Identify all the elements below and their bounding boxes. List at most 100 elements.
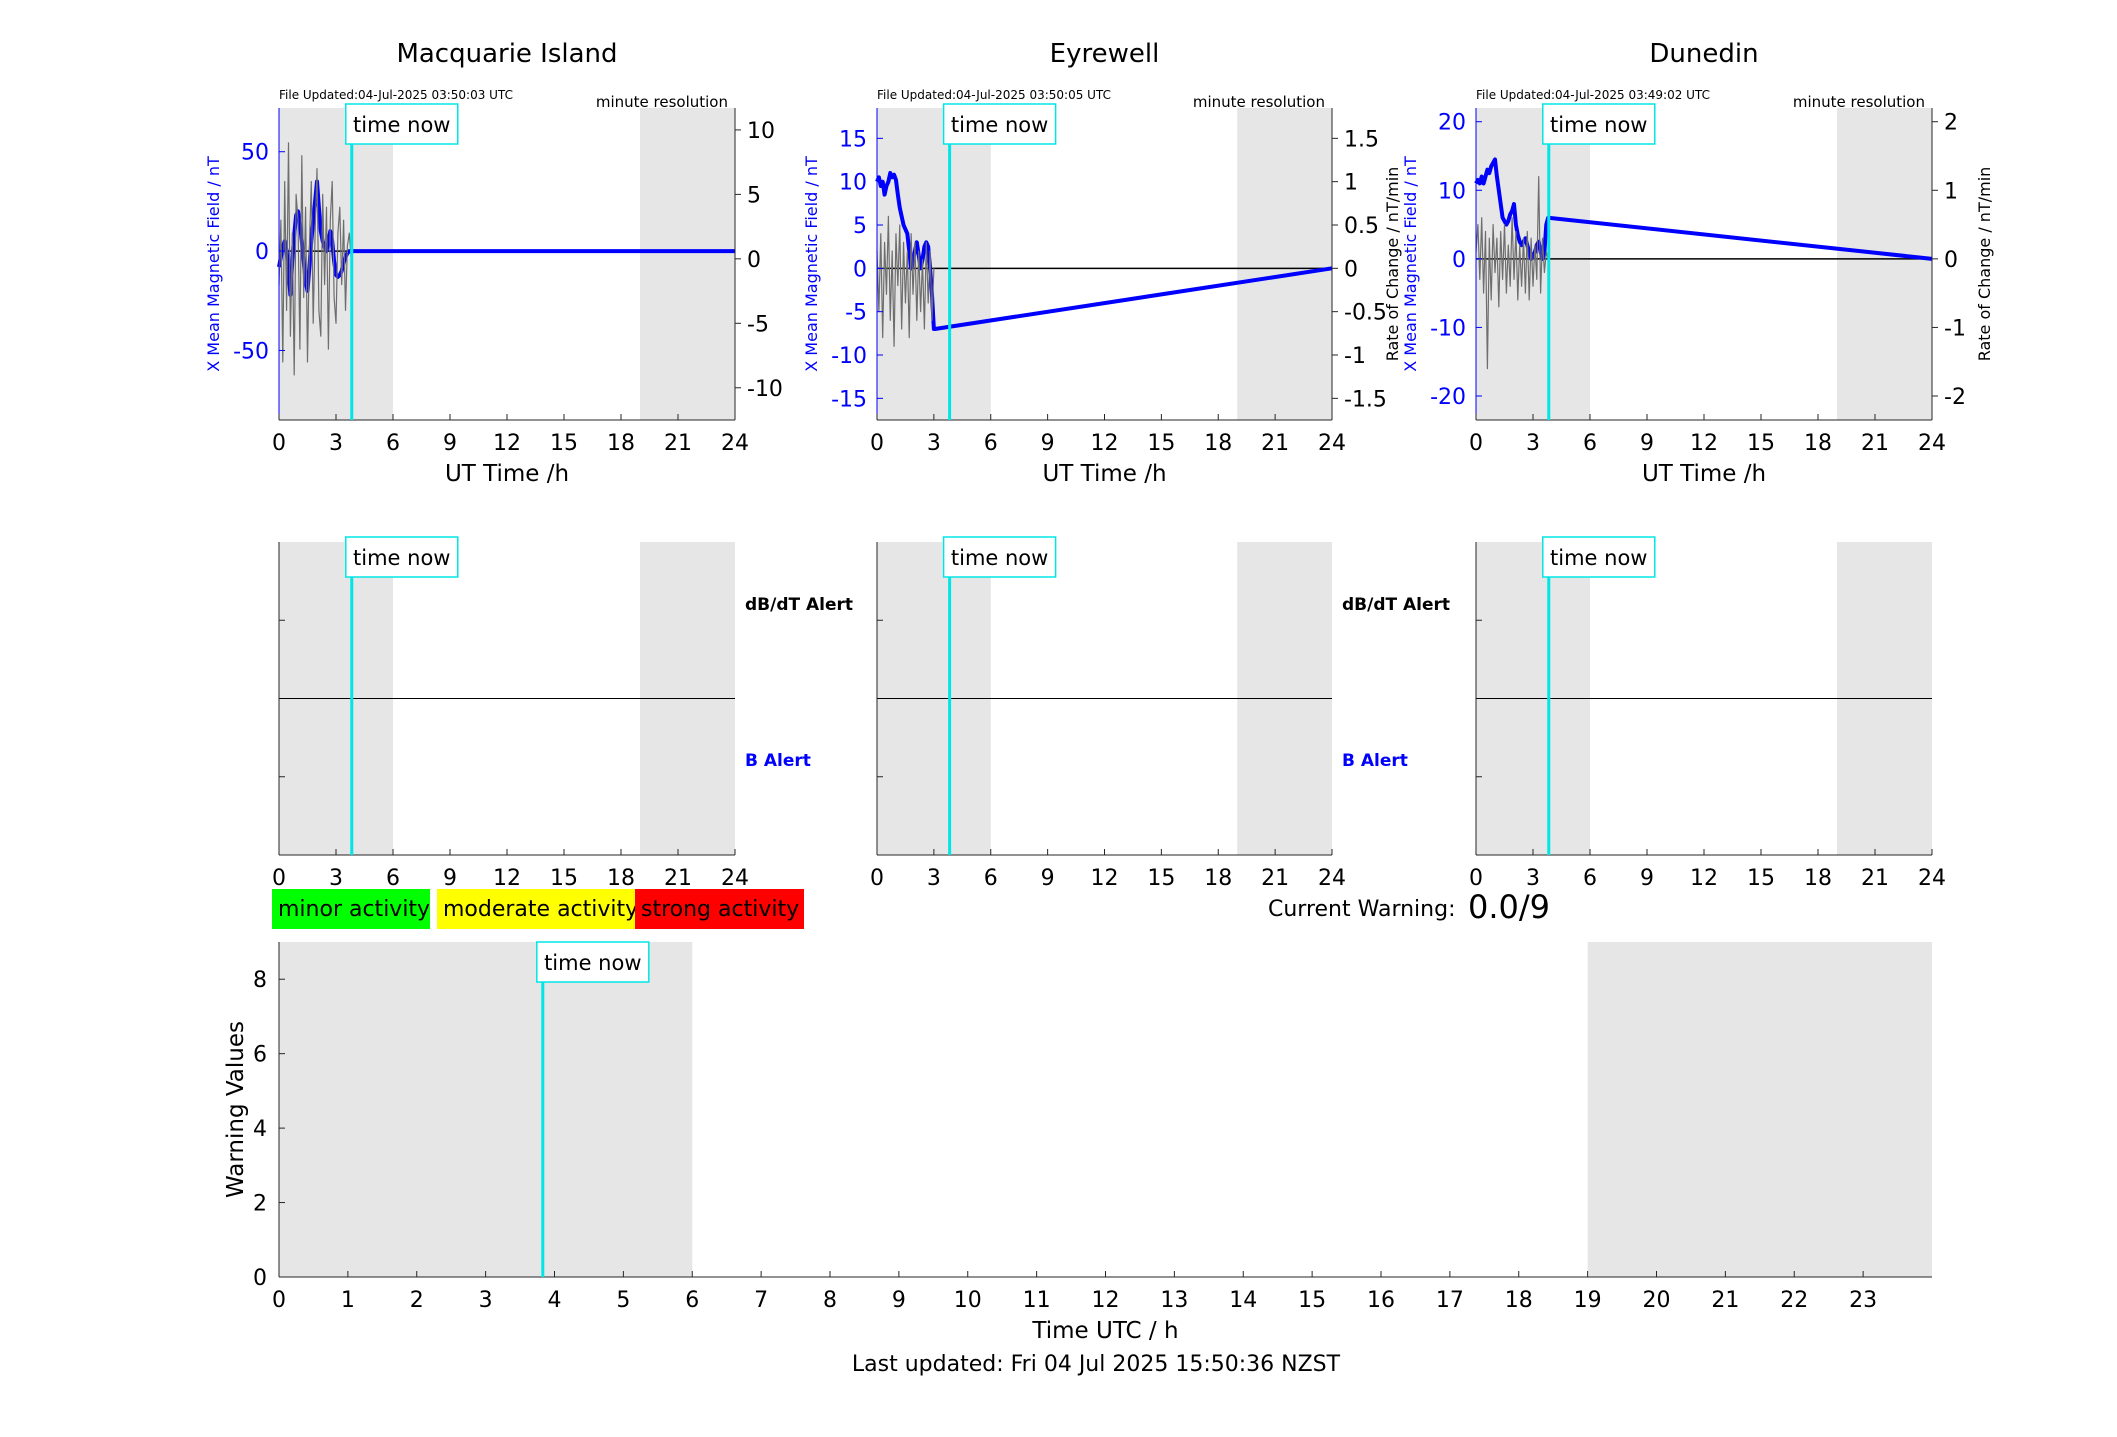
- x-tick-label: 1: [341, 1288, 355, 1313]
- x-tick-label: 2: [410, 1288, 424, 1313]
- x-tick-label: 23: [1849, 1288, 1877, 1313]
- x-tick-label: 9: [1640, 866, 1654, 891]
- legend-swatch-minor: [272, 889, 430, 929]
- station-title: Eyrewell: [1050, 39, 1160, 69]
- resolution-text: minute resolution: [1793, 93, 1925, 111]
- time-now-label: time now: [1550, 113, 1647, 137]
- x-tick-label: 3: [479, 1288, 493, 1313]
- x-tick-label: 6: [1583, 431, 1597, 456]
- y-tick-label-left: -50: [233, 339, 269, 364]
- y-tick-label: 8: [253, 968, 267, 993]
- x-tick-label: 0: [1469, 431, 1483, 456]
- x-tick-label: 6: [984, 866, 998, 891]
- y-tick-label: 2: [253, 1192, 267, 1217]
- x-tick-label: 0: [272, 431, 286, 456]
- night-band-1: [1837, 108, 1932, 420]
- x-tick-label: 6: [386, 431, 400, 456]
- y-tick-label-left: 15: [839, 127, 867, 152]
- x-tick-label: 15: [1747, 431, 1775, 456]
- x-tick-label: 18: [1204, 431, 1232, 456]
- rate-of-change-line: [876, 215, 935, 347]
- file-updated-text: File Updated:04-Jul-2025 03:50:05 UTC: [877, 88, 1111, 102]
- time-now-label: time now: [951, 546, 1048, 570]
- y-axis-label-left: X Mean Magnetic Field / nT: [204, 156, 223, 372]
- y-axis-label-right: Rate of Change / nT/min: [1975, 167, 1994, 362]
- x-tick-label: 4: [548, 1288, 562, 1313]
- x-tick-label: 11: [1023, 1288, 1051, 1313]
- y-tick-label-right: 0: [1944, 248, 1958, 273]
- y-tick-label-right: -0.5: [1344, 301, 1387, 326]
- time-now-label: time now: [544, 951, 641, 975]
- x-tick-label: 16: [1367, 1288, 1395, 1313]
- x-tick-label: 7: [754, 1288, 768, 1313]
- magnetic-field-line: [875, 171, 1333, 331]
- y-tick-label-right: -5: [747, 312, 769, 337]
- time-now-label: time now: [1550, 546, 1647, 570]
- y-tick-label: 4: [253, 1117, 267, 1142]
- x-axis-label: UT Time /h: [1642, 461, 1766, 487]
- x-tick-label: 8: [823, 1288, 837, 1313]
- x-tick-label: 21: [1861, 431, 1889, 456]
- x-axis-label: UT Time /h: [445, 461, 569, 487]
- x-tick-label: 21: [1861, 866, 1889, 891]
- x-tick-label: 15: [550, 866, 578, 891]
- x-tick-label: 18: [1204, 866, 1232, 891]
- y-tick-label-left: -20: [1430, 385, 1466, 410]
- x-tick-label: 5: [616, 1288, 630, 1313]
- station-title: Dunedin: [1649, 39, 1758, 69]
- x-tick-label: 12: [1690, 866, 1718, 891]
- station-chart-2: -15 -10 -5 0 5 10 15 -1.5 -1 -0.5 0 0.5 1 1.5 0 3 6 9 12 15…: [802, 39, 1402, 487]
- x-tick-label: 18: [607, 431, 635, 456]
- x-tick-label: 12: [1690, 431, 1718, 456]
- y-tick-label-right: 1.5: [1344, 127, 1379, 152]
- x-tick-label: 9: [443, 866, 457, 891]
- night-band-0: [1476, 108, 1590, 420]
- x-tick-label: 13: [1160, 1288, 1188, 1313]
- file-updated-text: File Updated:04-Jul-2025 03:50:03 UTC: [279, 88, 513, 102]
- y-tick-label-left: 5: [853, 214, 867, 239]
- legend-label-strong: strong activity: [641, 897, 799, 922]
- resolution-text: minute resolution: [1193, 93, 1325, 111]
- y-axis-label-left: X Mean Magnetic Field / nT: [802, 156, 821, 372]
- y-tick-label-right: -1: [1344, 344, 1366, 369]
- x-tick-label: 18: [607, 866, 635, 891]
- x-tick-label: 3: [329, 431, 343, 456]
- x-tick-label: 0: [870, 431, 884, 456]
- time-now-label-box: [942, 103, 1057, 145]
- alert-chart-2: 0 3 6 9 12 15 18 21 24 time now dB/dT Alert B Alert: [870, 536, 1450, 891]
- y-tick-label-left: 20: [1438, 111, 1466, 136]
- x-tick-label: 0: [1469, 866, 1483, 891]
- x-tick-label: 21: [664, 431, 692, 456]
- night-band-1: [1237, 108, 1332, 420]
- time-now-label: time now: [353, 113, 450, 137]
- file-updated-text: File Updated:04-Jul-2025 03:49:02 UTC: [1476, 88, 1710, 102]
- current-warning-value: 0.0/9: [1468, 888, 1550, 926]
- y-tick-label-right: 1: [1944, 179, 1958, 204]
- x-tick-label: 24: [721, 431, 749, 456]
- x-tick-label: 24: [1318, 866, 1346, 891]
- x-tick-label: 24: [1918, 866, 1946, 891]
- y-tick-label-right: 5: [747, 183, 761, 208]
- b-alert-label: B Alert: [1342, 751, 1408, 771]
- x-tick-label: 10: [954, 1288, 982, 1313]
- x-tick-label: 24: [1318, 431, 1346, 456]
- current-warning-label: Current Warning:: [1268, 897, 1455, 922]
- time-now-label-box: [1542, 103, 1656, 145]
- x-tick-label: 15: [1147, 866, 1175, 891]
- x-tick-label: 22: [1780, 1288, 1808, 1313]
- y-axis-label-left: X Mean Magnetic Field / nT: [1401, 156, 1420, 372]
- y-tick-label-left: -15: [831, 387, 867, 412]
- legend-swatch-strong: [635, 889, 804, 929]
- x-tick-label: 12: [1091, 866, 1119, 891]
- alert-chart-3: 0 3 6 9 12 15 18 21 24 time now: [1469, 536, 1946, 891]
- x-tick-label: 9: [1041, 866, 1055, 891]
- y-tick-label-right: 0: [747, 248, 761, 273]
- x-axis-label: Time UTC / h: [1031, 1318, 1178, 1344]
- x-tick-label: 15: [1147, 431, 1175, 456]
- rate-of-change-line: [278, 142, 352, 376]
- x-tick-label: 6: [1583, 866, 1597, 891]
- night-band-0: [877, 108, 991, 420]
- x-tick-label: 12: [1091, 431, 1119, 456]
